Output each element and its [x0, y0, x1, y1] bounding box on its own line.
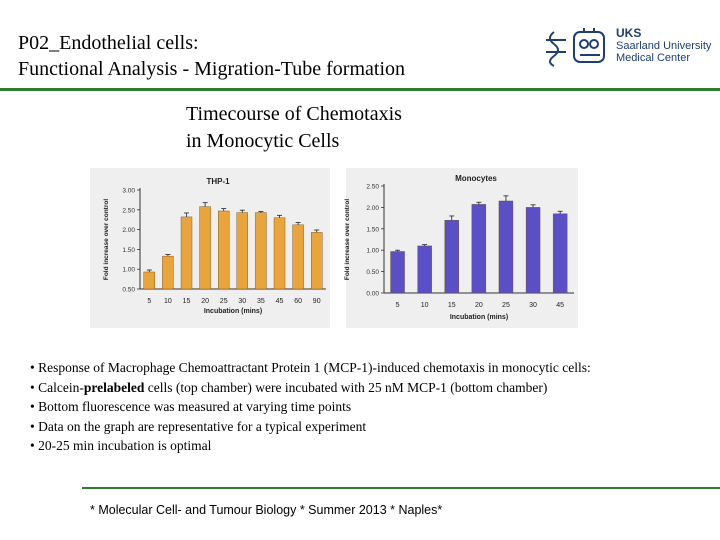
monocytes-y-tick-label: 0.50	[366, 269, 379, 276]
thp1-bar	[292, 224, 304, 290]
logo-serpent-icon	[549, 31, 559, 67]
bullet-bold-text: prelabeled	[83, 379, 145, 395]
bottom-divider	[82, 487, 720, 489]
university-logo	[546, 28, 605, 67]
bullet-text: cells (top chamber) were incubated with …	[144, 379, 548, 395]
thp1-x-axis-label: Incubation (mins)	[204, 308, 262, 315]
thp1-bar	[236, 212, 249, 290]
monocytes-x-tick-label: 20	[475, 302, 483, 309]
thp1-bar	[217, 210, 230, 290]
thp1-y-tick-label: 1.00	[122, 267, 135, 274]
thp1-y-tick-label: 3.00	[122, 188, 135, 195]
monocytes-x-tick-label: 15	[448, 302, 456, 309]
footer-text: * Molecular Cell- and Tumour Biology * S…	[90, 503, 443, 517]
thp1-x-tick-label: 20	[201, 298, 209, 305]
monocytes-y-axis-label: Fold increase over control	[344, 199, 351, 280]
top-divider	[0, 88, 720, 91]
monocytes-bar	[471, 204, 487, 294]
bullet-item: • 20-25 min incubation is optimal	[30, 438, 212, 453]
thp1-bar	[273, 217, 286, 290]
bullet-item: • Bottom fluorescence was measured at va…	[30, 399, 352, 414]
slide-title: P02_Endothelial cells: Functional Analys…	[18, 30, 405, 82]
slide-heading-line1: Timecourse of Chemotaxis	[186, 103, 402, 125]
thp1-x-tick-label: 90	[313, 298, 321, 305]
thp1-x-tick-label: 60	[294, 298, 302, 305]
monocytes-bar	[552, 213, 568, 294]
bullet-item: • Response of Macrophage Chemoattractant…	[30, 360, 591, 375]
monocytes-y-tick-label: 1.00	[366, 248, 379, 255]
bullet-item: • Data on the graph are representative f…	[30, 418, 367, 434]
slide-title-line1: P02_Endothelial cells:	[18, 32, 199, 54]
logo-line2: Saarland University	[616, 39, 712, 52]
monocytes-x-tick-label: 45	[556, 302, 564, 309]
slide-heading-line2: in Monocytic Cells	[186, 130, 340, 152]
thp1-bar	[255, 212, 267, 290]
thp1-y-tick-label: 0.50	[122, 287, 135, 294]
thp1-y-tick-label: 2.00	[122, 227, 135, 234]
monocytes-x-tick-label: 25	[502, 302, 510, 309]
monocytes-x-tick-label: 30	[529, 302, 537, 309]
thp1-x-tick-label: 45	[276, 298, 284, 305]
thp1-y-axis-label: Fold increase over control	[103, 199, 110, 280]
monocytes-x-axis-label: Incubation (mins)	[450, 314, 508, 321]
thp1-bar	[162, 255, 174, 290]
monocytes-y-tick-label: 1.50	[366, 226, 379, 233]
monocytes-bar	[498, 200, 514, 294]
monocytes-bar	[525, 207, 541, 294]
thp1-bar	[311, 232, 323, 290]
thp1-x-tick-label: 10	[164, 298, 172, 305]
thp1-y-tick-label: 1.50	[122, 247, 135, 254]
logo-line3: Medical Center	[616, 52, 690, 64]
monocytes-y-tick-label: 2.00	[366, 205, 379, 212]
bullet-text: • Calcein-	[30, 379, 84, 395]
thp1-x-tick-label: 25	[220, 298, 228, 305]
monocytes-bar	[444, 220, 459, 294]
thp1-chart-title: THP-1	[206, 177, 230, 186]
bullet-item: • Calcein-prelabeled cells (top chamber)…	[30, 378, 591, 398]
monocytes-bar	[417, 245, 432, 294]
monocytes-chart-title: Monocytes	[455, 174, 497, 183]
monocytes-x-tick-label: 10	[421, 302, 429, 309]
monocytes-y-tick-label: 0.00	[366, 291, 379, 298]
monocytes-x-tick-label: 5	[396, 302, 400, 309]
thp1-x-tick-label: 5	[147, 298, 151, 305]
bullet-list: • Response of Macrophage Chemoattractant…	[30, 358, 591, 456]
thp1-x-tick-label: 30	[238, 298, 246, 305]
monocytes-y-tick-label: 2.50	[366, 184, 379, 191]
monocytes-chart-background	[346, 168, 578, 328]
slide-heading: Timecourse of Chemotaxis in Monocytic Ce…	[186, 101, 402, 155]
thp1-x-tick-label: 35	[257, 298, 265, 305]
thp1-bar	[199, 206, 211, 290]
thp1-y-tick-label: 2.50	[122, 207, 135, 214]
monocytes-bar	[390, 251, 405, 294]
logo-text: UKS Saarland University Medical Center	[616, 27, 711, 65]
slide-title-line2: Functional Analysis - Migration-Tube for…	[18, 58, 406, 80]
logo-line1: UKS	[616, 26, 642, 40]
thp1-bar	[180, 216, 193, 290]
thp1-x-tick-label: 15	[183, 298, 191, 305]
thp1-bar	[143, 271, 156, 290]
